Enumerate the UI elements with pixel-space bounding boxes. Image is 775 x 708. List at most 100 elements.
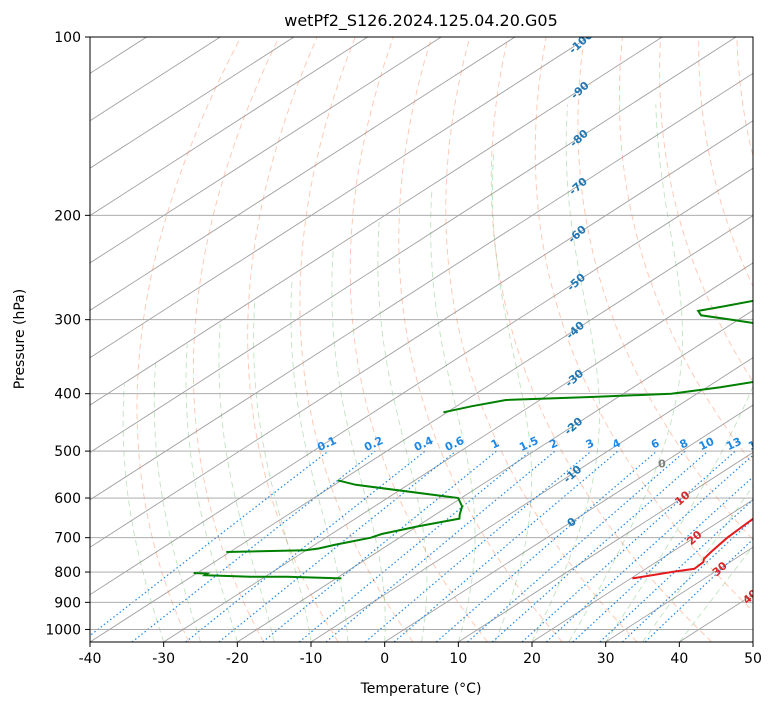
isotherm-line xyxy=(679,594,753,642)
mixing-ratio-line xyxy=(521,450,736,642)
moist-adiabat-line xyxy=(290,277,349,642)
dry-adiabat-label: 20 xyxy=(684,528,704,548)
mixing-ratio-line xyxy=(436,450,658,642)
mixing-ratio-label: 1 xyxy=(489,436,501,451)
x-tick-label: -20 xyxy=(226,651,249,667)
mixing-ratio-label: 10 xyxy=(697,435,717,453)
plot-frame xyxy=(89,36,754,643)
x-axis-label: Temperature (°C) xyxy=(360,681,482,697)
isotherm-line xyxy=(90,167,753,596)
x-tick-label: -40 xyxy=(79,651,102,667)
moist-adiabat-line xyxy=(492,149,533,642)
x-tick-label: -10 xyxy=(300,651,323,667)
moist-adiabat-line xyxy=(568,104,683,642)
mixing-ratio-line xyxy=(218,450,457,642)
isotherm-line xyxy=(237,309,753,642)
mixing-ratio-line xyxy=(572,476,753,642)
moist-adiabat-lines xyxy=(122,104,753,642)
isotherm-line xyxy=(90,215,753,642)
moist-adiabat-line xyxy=(185,344,238,642)
isotherm-line xyxy=(752,641,753,642)
mixing-ratio-label: 3 xyxy=(584,436,596,451)
moist-adiabat-line xyxy=(377,221,428,642)
y-tick-label: 300 xyxy=(54,313,81,329)
mixing-ratio-line xyxy=(298,450,531,642)
mixing-ratio-line xyxy=(262,450,497,642)
dry-adiabat-line xyxy=(247,37,339,642)
isotherm-label: -50 xyxy=(565,271,589,294)
isotherm-label: -100 xyxy=(566,28,595,56)
moist-adiabat-line xyxy=(253,301,312,642)
mixing-ratio-label: 8 xyxy=(678,436,690,451)
isotherm-line xyxy=(90,37,442,264)
isotherm-line xyxy=(163,262,753,642)
mixing-ratio-line xyxy=(599,498,753,642)
moist-adiabat-line xyxy=(218,323,275,642)
isotherm-line xyxy=(90,37,221,122)
x-tick-label: -30 xyxy=(152,651,175,667)
isotherm-label: 0 xyxy=(565,515,580,530)
dry-adiabat-line xyxy=(659,37,753,383)
x-tick-label: 30 xyxy=(597,651,615,667)
dry-adiabat-line xyxy=(398,37,563,642)
dry-adiabat-line xyxy=(534,37,753,612)
mixing-ratio-line xyxy=(621,518,753,642)
dewpoint-line xyxy=(226,479,464,553)
moist-adiabat-line xyxy=(153,362,201,642)
dry-adiabat-line xyxy=(577,37,753,541)
moist-adiabat-line xyxy=(642,485,753,642)
mixing-ratio-line xyxy=(90,450,329,637)
moist-adiabat-line xyxy=(678,545,753,642)
y-tick-label: 600 xyxy=(54,491,81,507)
zero-isotherm-label: 0 xyxy=(658,458,666,471)
mixing-ratio-label: 6 xyxy=(649,436,662,451)
y-tick-label: 800 xyxy=(54,565,81,581)
isotherm-line xyxy=(310,357,753,642)
isotherm-line xyxy=(0,37,73,642)
isotherm-line xyxy=(90,37,368,217)
isotherm-line xyxy=(384,404,753,642)
mixing-ratio-label: 20 xyxy=(771,435,775,453)
isotherm-label: -90 xyxy=(568,79,592,102)
isotherm-line xyxy=(458,451,753,642)
dewpoint-line xyxy=(193,572,342,580)
y-tick-label: 200 xyxy=(54,208,81,224)
dry-adiabat-label: 10 xyxy=(672,488,692,508)
dry-adiabat-line xyxy=(299,37,414,642)
y-tick-label: 100 xyxy=(54,30,81,46)
moist-adiabat-line xyxy=(122,383,165,642)
y-tick-label: 1000 xyxy=(45,622,81,638)
x-axis-ticks: -40 -30 -20 -10 0 10 20 30 40 50 xyxy=(79,642,762,667)
mixing-ratio-line xyxy=(325,450,556,642)
chart-title: wetPf2_S126.2024.125.04.20.G05 xyxy=(284,11,558,31)
moist-adiabat-line xyxy=(531,104,600,642)
dry-adiabat-lines xyxy=(136,37,753,642)
dry-adiabat-line xyxy=(136,37,242,642)
dry-adiabat-line xyxy=(349,37,488,642)
mixing-ratio-line xyxy=(364,450,592,642)
isotherm-line xyxy=(90,120,753,548)
mixing-ratio-label: 16 xyxy=(746,435,766,453)
y-tick-label: 400 xyxy=(54,387,81,403)
dry-adiabat-line xyxy=(698,37,753,288)
x-tick-label: 20 xyxy=(523,651,541,667)
isotherm-lines xyxy=(0,37,753,642)
dewpoint-line xyxy=(443,299,753,414)
isotherm-line xyxy=(90,72,753,501)
x-tick-label: 0 xyxy=(380,651,389,667)
mixing-ratio-lines xyxy=(90,450,753,642)
isotherm-line xyxy=(90,37,737,453)
isotherm-line xyxy=(90,37,516,311)
isotherm-line xyxy=(531,499,753,642)
pressure-gridlines xyxy=(90,37,753,630)
x-tick-label: 10 xyxy=(449,651,467,667)
x-tick-label: 40 xyxy=(670,651,688,667)
isotherm-line xyxy=(90,37,663,406)
mixing-ratio-line xyxy=(644,538,753,642)
dry-adiabat-line xyxy=(192,37,280,642)
y-tick-label: 900 xyxy=(54,595,81,611)
mixing-ratio-line xyxy=(185,450,426,642)
dry-adiabat-label: 40 xyxy=(740,587,760,607)
moist-adiabat-line xyxy=(331,251,386,642)
